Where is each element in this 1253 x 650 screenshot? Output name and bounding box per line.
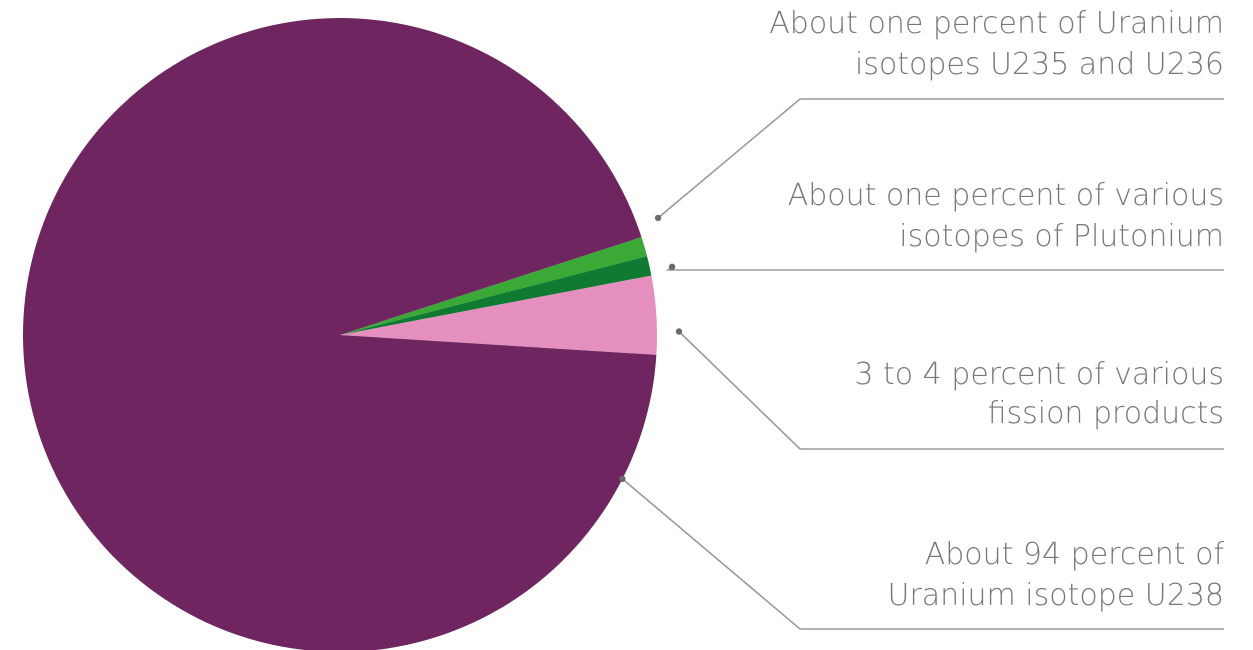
slice-label-line: isotopes U235 and U236: [855, 47, 1224, 82]
leader-dot: [675, 328, 683, 335]
leader-line: [657, 98, 1224, 219]
slice-uranium-238: [23, 17, 657, 650]
slice-labels: About one percent of Uranium isotopes U23…: [769, 6, 1224, 613]
slice-label-line: About one percent of various: [788, 178, 1224, 213]
slice-label-line: 3 to 4 percent of various: [854, 357, 1224, 392]
slice-uranium-235-236: [340, 237, 648, 335]
leader-dot: [654, 214, 662, 222]
slice-label-line: fission products: [988, 396, 1224, 431]
slice-label-line: About 94 percent of: [925, 537, 1225, 572]
slice-label-line: Uranium isotope U238: [888, 578, 1225, 613]
slice-fission-products: [340, 275, 657, 355]
slice-label-line: About one percent of Uranium: [769, 6, 1224, 41]
leader-line: [665, 266, 1224, 271]
leader-dot: [619, 475, 626, 483]
slice-label-line: isotopes of Plutonium: [899, 219, 1224, 254]
leader-lines: [619, 98, 1224, 630]
leader-line: [621, 478, 1224, 630]
leader-line: [678, 330, 1224, 450]
pie-slices: [23, 17, 657, 650]
leader-dot: [668, 263, 676, 270]
slice-plutonium: [340, 256, 652, 335]
